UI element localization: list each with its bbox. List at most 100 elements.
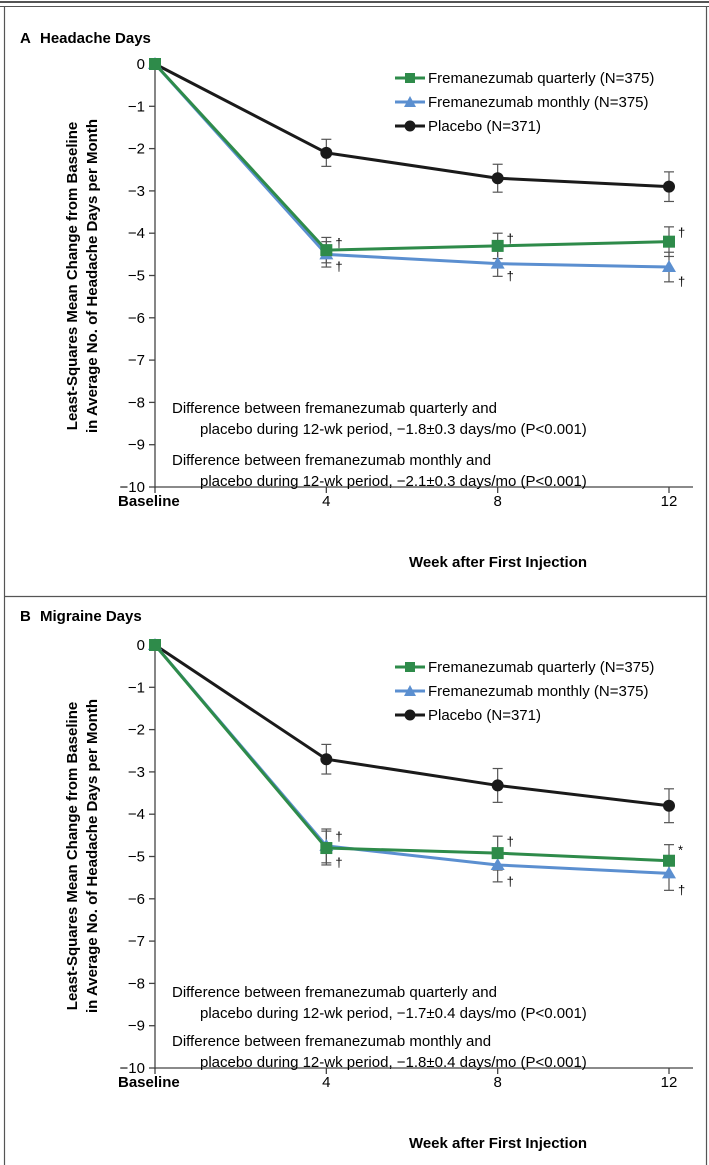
- panel-b-point-monthly: [662, 866, 676, 879]
- panel-a-note2-line1: Difference between fremanezumab monthly …: [172, 452, 491, 469]
- panel-a-ylabel-line2: in Average No. of Headache Days per Mont…: [84, 119, 101, 433]
- panel-a-line-quarterly: [153, 62, 670, 252]
- panel-a-legend: Fremanezumab quarterly (N=375) Fremanezu…: [395, 70, 654, 135]
- panel-a-note2-line2: placebo during 12-wk period, −2.1±0.3 da…: [200, 473, 587, 490]
- panel-b-point-monthly: [490, 857, 505, 870]
- panel-b: B Migraine Days Least-Squares Mean Chang…: [20, 608, 693, 1152]
- panel-a-xlabel: Week after First Injection: [409, 554, 587, 571]
- panel-a-significance-mark: †: [335, 235, 342, 250]
- panel-b-y-tick-label: −2: [128, 722, 145, 739]
- panel-a-note1-line1: Difference between fremanezumab quarterl…: [172, 400, 497, 417]
- panel-b-y-tick-label: −4: [128, 806, 145, 823]
- panel-b-letter: B: [20, 608, 31, 625]
- panel-a-x-tick-label: 12: [661, 493, 678, 510]
- panel-a-significance-mark: †: [678, 225, 685, 240]
- panel-a-letter: A: [20, 30, 31, 47]
- panel-a-legend-monthly: Fremanezumab monthly (N=375): [428, 94, 649, 111]
- panel-b-legend-placebo: Placebo (N=371): [428, 707, 541, 724]
- panel-b-y-tick-label: −8: [128, 975, 145, 992]
- panel-a-y-tick-label: −6: [128, 310, 145, 327]
- panel-a-legend-quarterly: Fremanezumab quarterly (N=375): [428, 70, 654, 87]
- panel-a-legend-placebo: Placebo (N=371): [428, 118, 541, 135]
- panel-b-y-tick-label: −3: [128, 764, 145, 781]
- panel-b-significance-mark: †: [335, 829, 342, 844]
- panel-b-x-tick-label: Baseline: [118, 1074, 180, 1091]
- panel-b-point-quarterly: [149, 639, 161, 651]
- panel-a-y-tick-label: −10: [120, 479, 145, 496]
- panel-b-significance-mark: †: [507, 874, 514, 889]
- panel-a-y-tick-label: −7: [128, 352, 145, 369]
- panel-b-point-placebo: [491, 779, 504, 792]
- panel-a-point-placebo: [663, 180, 675, 193]
- panel-a-notes: Difference between fremanezumab quarterl…: [172, 400, 587, 490]
- panel-b-y-tick-label: −5: [128, 849, 145, 866]
- panel-a-point-monthly: [490, 256, 505, 269]
- legend-square-marker-icon: [405, 662, 415, 672]
- panel-a-significance-mark: †: [335, 259, 342, 274]
- panel-a-point-quarterly: [663, 235, 675, 248]
- panel-b-x-tick-label: 12: [661, 1074, 678, 1091]
- panel-a-y-tick-label: −3: [128, 183, 145, 200]
- panel-a-y-tick-label: −1: [128, 98, 145, 115]
- panel-b-y-tick-label: −10: [120, 1060, 145, 1077]
- panel-a-point-quarterly: [491, 239, 504, 252]
- panel-a-y-tick-label: 0: [137, 56, 145, 73]
- panel-b-point-quarterly: [320, 842, 333, 855]
- panel-b-note1-line2: placebo during 12-wk period, −1.7±0.4 da…: [200, 1005, 587, 1022]
- panel-b-line-monthly: [153, 644, 670, 875]
- panel-b-significance-mark: †: [678, 882, 685, 897]
- panel-a-significance-mark: †: [507, 231, 514, 246]
- panel-a: A Headache Days Least-Squares Mean Chang…: [20, 30, 693, 571]
- legend-triangle-marker-icon: [404, 96, 416, 107]
- panel-b-notes: Difference between fremanezumab quarterl…: [172, 984, 587, 1071]
- panel-b-legend-quarterly: Fremanezumab quarterly (N=375): [428, 659, 654, 676]
- legend-circle-marker-icon: [404, 709, 416, 721]
- legend-triangle-marker-icon: [404, 685, 416, 696]
- panel-a-line-placebo: [154, 62, 670, 189]
- panel-a-point-quarterly: [320, 244, 333, 257]
- panel-b-significance-mark: †: [335, 855, 342, 870]
- panel-b-note2-line1: Difference between fremanezumab monthly …: [172, 1033, 491, 1050]
- panel-b-legend-monthly: Fremanezumab monthly (N=375): [428, 683, 649, 700]
- legend-circle-marker-icon: [404, 120, 416, 132]
- panel-b-point-quarterly: [491, 847, 504, 860]
- panel-b-ylabel-line1: Least-Squares Mean Change from Baseline: [64, 702, 81, 1010]
- panel-b-y-tick-label: −7: [128, 933, 145, 950]
- panel-a-x-tick-label: Baseline: [118, 493, 180, 510]
- panel-b-note1-line1: Difference between fremanezumab quarterl…: [172, 984, 497, 1001]
- panel-b-y-tick-label: −6: [128, 891, 145, 908]
- panel-a-y-tick-label: −2: [128, 141, 145, 158]
- panel-a-y-tick-label: −8: [128, 394, 145, 411]
- panel-b-line-placebo: [154, 643, 670, 808]
- panel-b-title: Migraine Days: [40, 608, 142, 625]
- panel-a-ylabel-line1: Least-Squares Mean Change from Baseline: [64, 122, 81, 430]
- legend-square-marker-icon: [405, 73, 415, 83]
- panel-a-y-tick-label: −5: [128, 268, 145, 285]
- panel-a-point-placebo: [491, 172, 504, 185]
- panel-b-x-tick-label: 8: [493, 1074, 501, 1091]
- panel-b-x-tick-label: 4: [322, 1074, 330, 1091]
- panel-a-x-tick-label: 4: [322, 493, 330, 510]
- panel-b-point-placebo: [320, 753, 333, 766]
- panel-b-note2-line2: placebo during 12-wk period, −1.8±0.4 da…: [200, 1054, 587, 1071]
- panel-b-ylabel-line2: in Average No. of Headache Days per Mont…: [84, 699, 101, 1013]
- panel-b-significance-mark: *: [678, 843, 683, 858]
- panel-a-point-monthly: [662, 260, 676, 273]
- panel-a-errorbars-placebo: [321, 138, 674, 203]
- panel-a-y-tick-label: −9: [128, 437, 145, 454]
- panel-a-point-quarterly: [149, 58, 161, 70]
- panel-b-line-quarterly: [153, 644, 670, 863]
- panel-a-title: Headache Days: [40, 30, 151, 47]
- panel-a-note1-line2: placebo during 12-wk period, −1.8±0.3 da…: [200, 421, 587, 438]
- panel-b-y-tick-label: −1: [128, 679, 145, 696]
- panel-b-legend: Fremanezumab quarterly (N=375) Fremanezu…: [395, 659, 654, 724]
- panel-b-y-tick-label: −9: [128, 1018, 145, 1035]
- panel-b-xlabel: Week after First Injection: [409, 1135, 587, 1152]
- panel-b-point-placebo: [663, 799, 675, 812]
- panel-a-significance-mark: †: [678, 274, 685, 289]
- panel-b-y-tick-label: 0: [137, 637, 145, 654]
- panel-a-significance-mark: †: [507, 268, 514, 283]
- panel-a-point-placebo: [320, 146, 333, 159]
- panel-b-point-quarterly: [663, 854, 675, 867]
